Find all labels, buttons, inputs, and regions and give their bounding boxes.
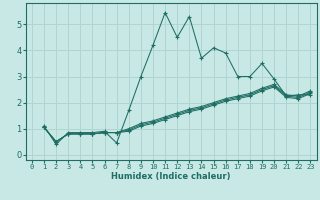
X-axis label: Humidex (Indice chaleur): Humidex (Indice chaleur): [111, 172, 231, 181]
